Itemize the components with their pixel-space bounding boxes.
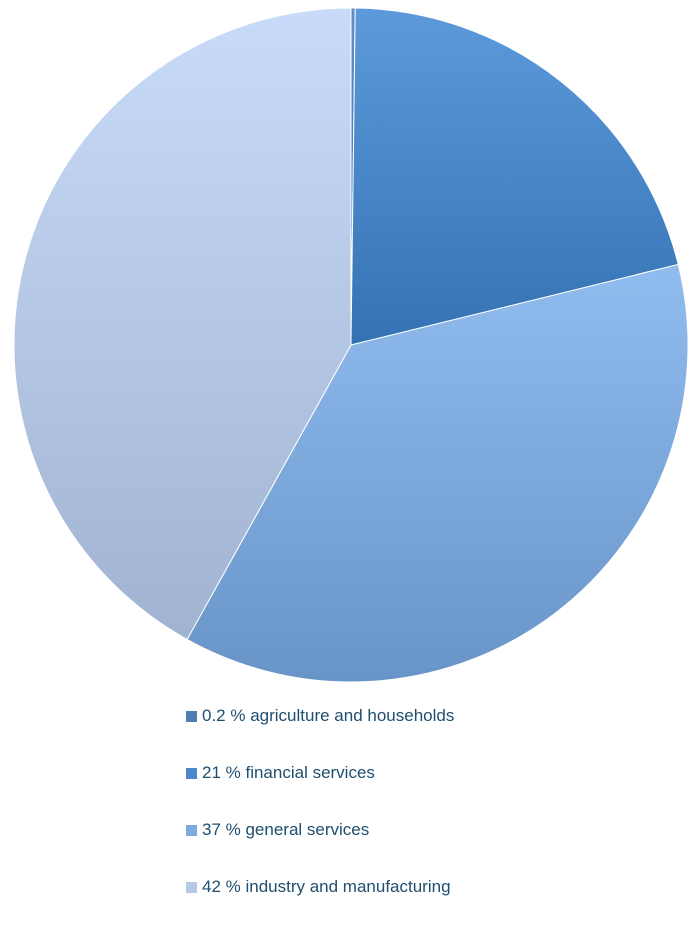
pie-plot-area	[13, 7, 689, 683]
pie-slice-3	[13, 7, 352, 641]
legend-item-3: 42 % industry and manufacturing	[186, 873, 666, 901]
pie-slice-2	[186, 263, 689, 683]
legend-swatch-0	[186, 710, 197, 722]
legend-label-2: 37 % general services	[202, 820, 370, 839]
pie-chart: 0.2 % agriculture and households 21 % fin…	[13, 7, 689, 896]
legend-item-2: 37 % general services	[186, 816, 666, 844]
legend-swatch-3	[186, 881, 197, 893]
legend-label-0: 0.2 % agriculture and households	[202, 706, 455, 725]
legend-swatch-1	[186, 767, 197, 779]
legend-item-0: 0.2 % agriculture and households	[186, 702, 666, 730]
chart-legend: 0.2 % agriculture and households 21 % fin…	[186, 702, 666, 930]
legend-label-1: 21 % financial services	[202, 763, 375, 782]
legend-label-3: 42 % industry and manufacturing	[202, 877, 451, 896]
legend-swatch-2	[186, 824, 197, 836]
legend-item-1: 21 % financial services	[186, 759, 666, 787]
pie-slice-1	[350, 7, 679, 346]
